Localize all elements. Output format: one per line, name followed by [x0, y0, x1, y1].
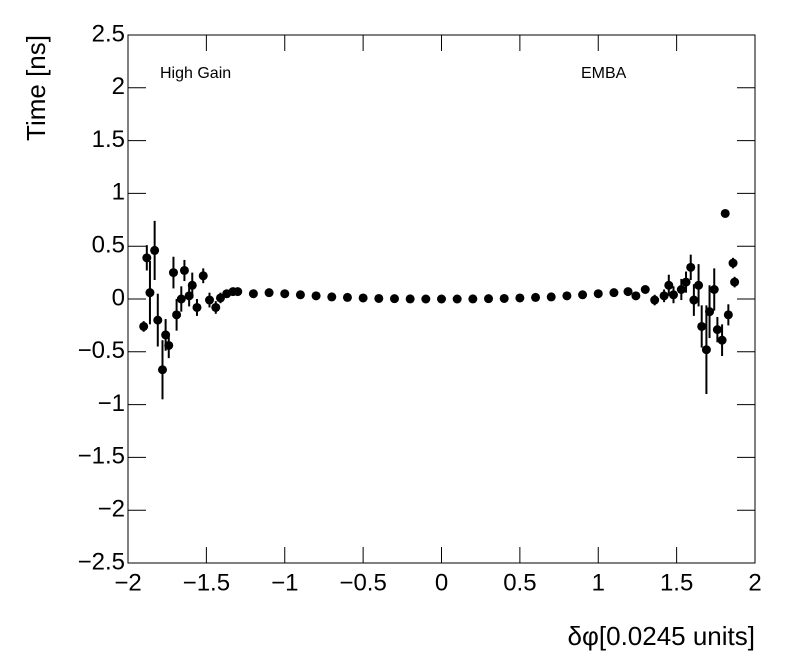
data-point — [145, 288, 155, 298]
data-point — [531, 292, 541, 302]
data-point — [452, 294, 462, 304]
data-point — [717, 335, 727, 345]
data-point — [211, 302, 221, 312]
data-point — [327, 292, 337, 302]
data-point — [248, 289, 258, 299]
y-tick-label: 2 — [112, 73, 125, 100]
y-tick-label: −0.5 — [78, 337, 125, 364]
y-tick-label: −2 — [98, 496, 125, 523]
data-point — [205, 295, 215, 305]
annotation: EMBA — [581, 65, 627, 82]
data-point — [681, 277, 691, 287]
x-tick-label: 2 — [748, 569, 761, 596]
data-point — [142, 253, 152, 263]
data-point — [546, 292, 556, 302]
data-point — [609, 288, 619, 298]
data-point — [437, 294, 446, 304]
data-point — [179, 265, 189, 275]
data-point — [311, 291, 321, 301]
data-point — [187, 280, 197, 290]
y-axis-title: Time [ns] — [21, 35, 51, 141]
data-point — [701, 345, 711, 355]
data-point — [280, 289, 290, 299]
data-point — [668, 290, 678, 300]
y-tick-label: 1 — [112, 179, 125, 206]
data-point — [342, 292, 352, 302]
x-tick-label: −1 — [271, 569, 298, 596]
x-axis-title: δφ[0.0245 units] — [568, 621, 755, 651]
data-point — [192, 302, 202, 312]
data-point — [650, 295, 660, 305]
y-tick-label: 0 — [112, 284, 125, 311]
data-point — [157, 365, 167, 375]
data-point — [164, 340, 174, 350]
data-point — [198, 271, 208, 281]
data-point — [374, 293, 384, 303]
x-tick-label: 1 — [592, 569, 605, 596]
data-point — [358, 293, 368, 303]
data-point — [233, 287, 243, 297]
data-point — [405, 294, 415, 304]
data-point — [578, 290, 588, 300]
data-point — [631, 291, 641, 301]
data-point — [664, 280, 674, 290]
y-tick-label: 2.5 — [92, 20, 125, 47]
data-point — [705, 307, 715, 317]
data-point — [421, 294, 431, 304]
data-point — [515, 293, 525, 303]
data-point — [689, 295, 699, 305]
data-point — [562, 291, 572, 301]
data-point — [389, 294, 399, 304]
y-tick-label: 0.5 — [92, 232, 125, 259]
data-point — [484, 294, 494, 304]
data-point — [295, 290, 305, 300]
y-tick-label: −2.5 — [78, 548, 125, 575]
data-point — [153, 315, 163, 325]
x-tick-label: −1.5 — [183, 569, 230, 596]
data-point — [720, 208, 730, 218]
data-point — [468, 294, 478, 304]
x-tick-label: 0.5 — [503, 569, 536, 596]
data-point — [723, 310, 733, 320]
x-tick-label: −0.5 — [339, 569, 386, 596]
data-point — [139, 321, 149, 331]
data-point — [150, 245, 160, 255]
data-point — [686, 262, 696, 272]
data-point — [694, 280, 704, 290]
data-point — [499, 293, 509, 303]
data-point — [640, 284, 650, 294]
data-point — [712, 325, 722, 335]
data-point — [709, 284, 719, 294]
x-tick-label: 0 — [435, 569, 448, 596]
y-tick-label: −1.5 — [78, 443, 125, 470]
data-point — [728, 258, 738, 268]
data-point — [730, 277, 740, 287]
y-tick-label: 1.5 — [92, 126, 125, 153]
data-point — [623, 287, 633, 297]
data-point — [168, 268, 178, 278]
data-point — [659, 291, 669, 301]
data-point — [697, 321, 707, 331]
data-point — [176, 294, 186, 304]
data-point — [676, 284, 686, 294]
y-tick-label: −1 — [98, 390, 125, 417]
data-point — [264, 288, 274, 298]
data-point — [593, 289, 603, 299]
annotation: High Gain — [160, 65, 231, 82]
data-point — [172, 310, 182, 320]
x-tick-label: −2 — [114, 569, 141, 596]
x-tick-label: 1.5 — [660, 569, 693, 596]
